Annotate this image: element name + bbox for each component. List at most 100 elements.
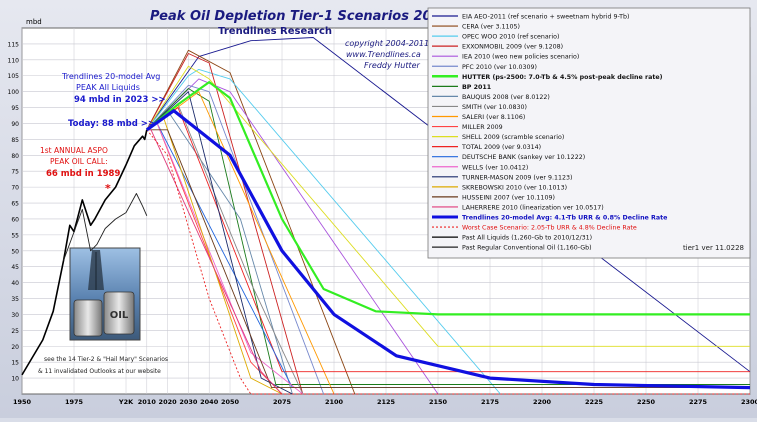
website-text: www.Trendlines.ca [346, 50, 421, 59]
legend-entry: IEA 2010 (weo new policies scenario) [462, 54, 579, 61]
x-tick-label: 2030 [179, 398, 198, 406]
series-line [21, 129, 148, 376]
y-tick-label: 35 [11, 296, 19, 303]
avg-peak-line2: PEAK All Liquids [76, 83, 140, 92]
legend-box [427, 7, 751, 259]
author-text: Freddy Hutter [364, 61, 421, 70]
series-line [145, 109, 751, 390]
x-tick-label: Y2K [118, 398, 134, 406]
y-tick-label: 70 [11, 185, 19, 192]
y-tick-label: 60 [11, 216, 19, 223]
y-tick-label: 115 [8, 41, 20, 48]
y-tick-label: 90 [11, 121, 19, 128]
copyright-text: copyright 2004-2011 [345, 39, 429, 48]
x-tick-label: 2275 [689, 398, 708, 406]
legend-entry: PFC 2010 (ver 10.0309) [462, 64, 537, 71]
today-label: Today: 88 mbd >> [68, 119, 155, 129]
x-tick-label: 1950 [13, 398, 32, 406]
legend-entry: Past All Liquids (1,260-Gb to 2010/12/31… [462, 235, 592, 242]
x-tick-label: 2250 [637, 398, 656, 406]
aspo-marker-icon: * [105, 182, 111, 195]
oil-barrel-photo: OIL [69, 247, 141, 341]
legend-entry: BAUQUIS 2008 (ver 8.0122) [462, 94, 550, 101]
x-tick-label: 2225 [585, 398, 604, 406]
x-tick-label: 2075 [273, 398, 292, 406]
x-tick-label: 2200 [533, 398, 552, 406]
y-tick-label: 105 [8, 73, 20, 80]
y-tick-label: 25 [11, 328, 19, 335]
y-tick-label: 40 [11, 280, 19, 287]
y-tick-label: 100 [8, 89, 20, 96]
legend-entry: EIA AEO-2011 (ref scenario + sweetnam hy… [462, 14, 629, 21]
footer-note-line1: see the 14 Tier-2 & "Hail Mary" Scenario… [44, 356, 168, 363]
series-lines [21, 37, 751, 395]
footer-note-line2: & 11 invalidated Outlooks at our website [38, 368, 161, 375]
y-tick-label: 15 [11, 360, 19, 367]
legend-entry: Worst Case Scenario: 2.05-Tb URR & 4.8% … [462, 225, 637, 232]
legend-entry: SKREBOWSKI 2010 (ver 10.1013) [462, 184, 567, 191]
legend-entry: CERA (ver 3.1105) [462, 24, 520, 31]
y-tick-label: 20 [11, 344, 19, 351]
legend-entry: LAHERRERE 2010 (linearization ver 10.051… [462, 204, 604, 211]
series-line [146, 88, 750, 385]
y-tick-label: 85 [11, 137, 19, 144]
y-tick-label: 10 [11, 376, 19, 383]
y-tick-label: 80 [11, 153, 19, 160]
y-tick-label: 75 [11, 169, 19, 176]
series-line [146, 53, 304, 395]
legend-entry: SALERI (ver 8.1106) [462, 114, 525, 121]
series-line [146, 91, 293, 395]
series-line [63, 193, 148, 261]
legend-entry: BP 2011 [462, 84, 491, 91]
legend-entry: HUSSEINI 2007 (ver 10.1109) [462, 194, 555, 201]
legend-entry: SMITH (ver 10.0830) [462, 104, 527, 111]
y-tick-label: 30 [11, 312, 19, 319]
legend-entry: Past Regular Conventional Oil (1,160-Gb) [462, 245, 592, 252]
legend-entry: TOTAL 2009 (ver 9.0314) [461, 144, 541, 151]
legend-entry: OPEC WOO 2010 (ref scenario) [462, 34, 559, 41]
legend-entry: DEUTSCHE BANK (sankey ver 10.1222) [462, 154, 585, 161]
series-line [146, 68, 501, 395]
x-tick-label: 2150 [429, 398, 448, 406]
x-tick-label: 1975 [65, 398, 84, 406]
legend-entry: HUTTER (ps-2500: 7.0-Tb & 4.5% post-peak… [462, 74, 663, 81]
y-axis-label: mbd [26, 18, 42, 26]
series-line [146, 129, 750, 395]
x-tick-label: 2050 [221, 398, 240, 406]
avg-peak-line1: Trendlines 20-model Avg [61, 72, 160, 81]
x-tick-label: 2040 [200, 398, 219, 406]
series-line [146, 81, 750, 316]
y-tick-label: 45 [11, 264, 19, 271]
aspo-line2: PEAK OIL CALL: [50, 157, 108, 166]
aspo-line1: 1st ANNUAL ASPO [40, 146, 108, 155]
gridlines [21, 28, 751, 394]
y-tick-label: 110 [8, 57, 20, 64]
y-tick-label: 50 [11, 248, 19, 255]
aspo-line3: 66 mbd in 1989 [46, 169, 120, 179]
y-tick-label: 55 [11, 232, 19, 239]
legend-entry: WELLS (ver 10.0412) [462, 164, 528, 171]
y-tick-label: 95 [11, 105, 19, 112]
series-line [146, 49, 356, 395]
legend: EIA AEO-2011 (ref scenario + sweetnam hy… [427, 7, 751, 259]
legend-entry: Trendlines 20-model Avg: 4.1-Tb URR & 0.… [462, 215, 667, 222]
avg-peak-line3: 94 mbd in 2023 >> [74, 95, 166, 105]
y-tick-label: 65 [11, 201, 19, 208]
series-line [146, 65, 750, 347]
legend-entry: TURNER-MASON 2009 (ver 9.1123) [461, 174, 572, 181]
version-label: tier1 ver 11.0228 [683, 244, 744, 252]
x-tick-label: 2125 [377, 398, 396, 406]
x-tick-label: 2300 [741, 398, 757, 406]
x-tick-label: 2010 [138, 398, 157, 406]
x-axis-ticks: 1950 1975 Y2K 2010 2020 2030 2040 2050 2075 2100 2… [13, 398, 757, 406]
x-tick-label: 2175 [481, 398, 500, 406]
legend-entry: SHELL 2009 (scramble scenario) [462, 134, 564, 141]
legend-entry: EXXONMOBIL 2009 (ver 9.1208) [462, 44, 563, 51]
x-tick-label: 2100 [325, 398, 344, 406]
series-line [146, 129, 750, 389]
chart-subtitle: Trendlines Research [218, 26, 332, 37]
photo-oil-label: OIL [110, 310, 129, 321]
chart-title: Peak Oil Depletion Tier-1 Scenarios 2011 [150, 9, 450, 24]
